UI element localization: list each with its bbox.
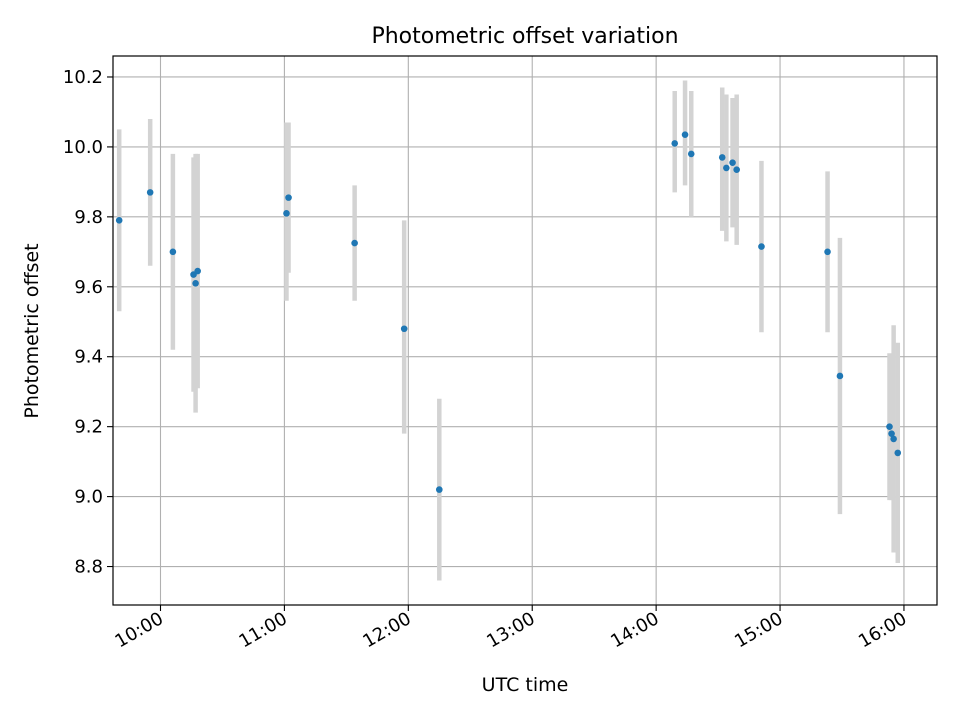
- y-tick-label: 8.8: [74, 557, 103, 578]
- data-point: [718, 154, 726, 161]
- data-point: [681, 131, 689, 138]
- data-point: [886, 423, 893, 430]
- data-point: [890, 435, 897, 443]
- data-point: [758, 243, 765, 250]
- data-point: [192, 279, 199, 287]
- data-point: [836, 372, 844, 380]
- y-axis-label: Photometric offset: [21, 243, 43, 418]
- data-point: [283, 210, 290, 217]
- data-point: [194, 267, 201, 275]
- data-point: [285, 194, 292, 201]
- data-points: [115, 131, 902, 493]
- data-point: [169, 248, 177, 256]
- y-tick-label: 9.8: [74, 207, 103, 228]
- data-point: [894, 449, 902, 457]
- data-point: [351, 239, 358, 247]
- data-point: [687, 150, 695, 158]
- y-tick-label: 9.4: [74, 347, 103, 368]
- data-point: [435, 486, 443, 493]
- data-point: [723, 164, 730, 172]
- data-point: [671, 140, 679, 147]
- y-tick-label: 10.2: [63, 67, 103, 88]
- data-point: [824, 248, 831, 256]
- data-point: [146, 189, 154, 196]
- y-tick-label: 9.0: [74, 487, 103, 508]
- data-point: [888, 430, 895, 437]
- data-point: [115, 217, 123, 224]
- data-point: [729, 159, 736, 166]
- chart-title: Photometric offset variation: [371, 24, 678, 49]
- data-point: [400, 325, 408, 333]
- y-tick-label: 10.0: [63, 137, 103, 158]
- y-tick-label: 9.2: [74, 417, 103, 438]
- x-axis-label: UTC time: [482, 674, 569, 696]
- axes-frame: [112, 55, 938, 606]
- grid-lines: [113, 56, 937, 605]
- y-axis-ticks: 8.8 9.0 9.2 9.4 9.6 9.8 10.0 10.2: [63, 67, 113, 578]
- data-point: [733, 166, 740, 173]
- y-tick-label: 9.6: [74, 277, 103, 298]
